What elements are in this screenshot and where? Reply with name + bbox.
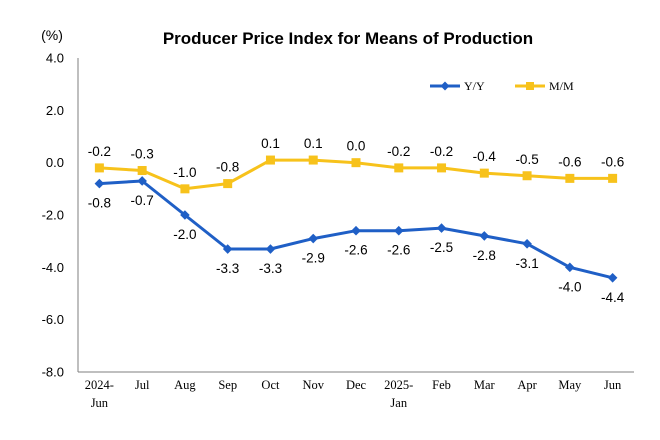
- mm-data-label: -1.0: [173, 165, 196, 180]
- mm-point: [608, 173, 618, 183]
- mm-point: [94, 163, 104, 173]
- y-tick-label: -4.0: [42, 260, 64, 275]
- yy-point: [94, 178, 105, 189]
- yy-data-label: -4.0: [558, 279, 581, 294]
- yy-point: [607, 273, 618, 283]
- mm-point: [137, 166, 147, 176]
- y-axis-unit: (%): [41, 27, 63, 43]
- yy-point: [565, 262, 575, 273]
- data-labels: -0.8 -0.7 -2.0 -3.3 -3.3 -2.9 -2.6 -2.6 -2.5 -2.8…: [88, 136, 625, 305]
- mm-point: [265, 155, 275, 165]
- mm-point: [223, 179, 233, 189]
- mm-data-label: -0.2: [430, 144, 453, 159]
- yy-point: [393, 225, 404, 236]
- y-tick-label: -2.0: [42, 208, 64, 223]
- chart-title: Producer Price Index for Means of Produc…: [163, 29, 533, 48]
- mm-data-label: 0.1: [261, 136, 280, 151]
- yy-point: [479, 231, 490, 241]
- legend-label: M/M: [549, 79, 574, 93]
- x-tick-label: Mar: [474, 378, 496, 392]
- x-tick-label: Dec: [346, 378, 367, 392]
- x-tick-label: 2024-Jun: [85, 378, 114, 410]
- yy-data-label: -3.1: [515, 256, 538, 271]
- y-tick-label: 4.0: [46, 51, 64, 66]
- yy-data-label: -2.9: [302, 251, 325, 266]
- axes: [77, 58, 634, 373]
- yy-data-label: -2.6: [344, 243, 367, 258]
- mm-point: [351, 158, 361, 168]
- mm-point: [565, 173, 575, 183]
- yy-data-label: -2.0: [173, 227, 196, 242]
- yy-data-label: -4.4: [601, 290, 625, 305]
- x-tick-labels: 2024-Jun Jul Aug Sep Oct Nov Dec 2025-Jan Feb Mar…: [85, 378, 622, 410]
- x-tick-label: Feb: [432, 378, 451, 392]
- legend: Y/Y M/M: [430, 79, 574, 93]
- x-tick-label: Aug: [174, 378, 196, 392]
- legend-label: Y/Y: [464, 79, 485, 93]
- yy-point: [137, 176, 147, 186]
- yy-point: [308, 233, 319, 244]
- x-tick-label: Jul: [135, 378, 150, 392]
- mm-data-label: -0.2: [387, 144, 410, 159]
- y-tick-label: 2.0: [46, 103, 64, 118]
- y-tick-label: -6.0: [42, 312, 64, 327]
- mm-point: [308, 155, 318, 165]
- yy-data-label: -2.5: [430, 240, 453, 255]
- yy-data-label: -2.8: [473, 248, 496, 263]
- y-tick-label: -8.0: [42, 365, 64, 380]
- mm-data-label: 0.0: [347, 139, 366, 154]
- mm-point: [180, 184, 190, 194]
- yy-data-label: -0.8: [88, 196, 111, 211]
- mm-data-label: -0.5: [515, 152, 538, 167]
- yy-data-label: -0.7: [131, 193, 154, 208]
- yy-data-label: -2.6: [387, 243, 410, 258]
- y-tick-labels: 4.0 2.0 0.0 -2.0 -4.0 -6.0 -8.0: [42, 51, 64, 380]
- series-layer: [94, 155, 618, 283]
- legend-swatch-marker: [526, 82, 534, 90]
- yy-point: [265, 244, 276, 254]
- mm-data-label: -0.2: [88, 144, 111, 159]
- x-tick-label: Oct: [261, 378, 280, 392]
- x-tick-label: Sep: [218, 378, 237, 392]
- legend-swatch-marker: [440, 81, 450, 91]
- x-tick-label: Apr: [517, 378, 537, 392]
- mm-point: [394, 163, 404, 173]
- yy-point: [351, 225, 361, 236]
- mm-point: [437, 163, 447, 173]
- x-tick-label: May: [558, 378, 582, 392]
- yy-data-label: -3.3: [216, 261, 239, 276]
- yy-point: [436, 223, 447, 233]
- x-tick-label: Nov: [302, 378, 324, 392]
- yy-point: [522, 238, 532, 249]
- mm-point: [479, 168, 489, 178]
- x-tick-label: Jun: [604, 378, 622, 392]
- mm-data-label: -0.4: [473, 149, 497, 164]
- mm-point: [522, 171, 532, 181]
- y-tick-label: 0.0: [46, 155, 64, 170]
- mm-data-label: 0.1: [304, 136, 323, 151]
- yy-point: [180, 210, 190, 220]
- mm-data-label: -0.8: [216, 160, 239, 175]
- mm-data-label: -0.6: [601, 154, 624, 169]
- x-tick-label: 2025-Jan: [384, 378, 413, 410]
- yy-data-label: -3.3: [259, 261, 282, 276]
- yy-point: [222, 244, 233, 254]
- mm-data-label: -0.6: [558, 154, 581, 169]
- mm-data-label: -0.3: [131, 147, 154, 162]
